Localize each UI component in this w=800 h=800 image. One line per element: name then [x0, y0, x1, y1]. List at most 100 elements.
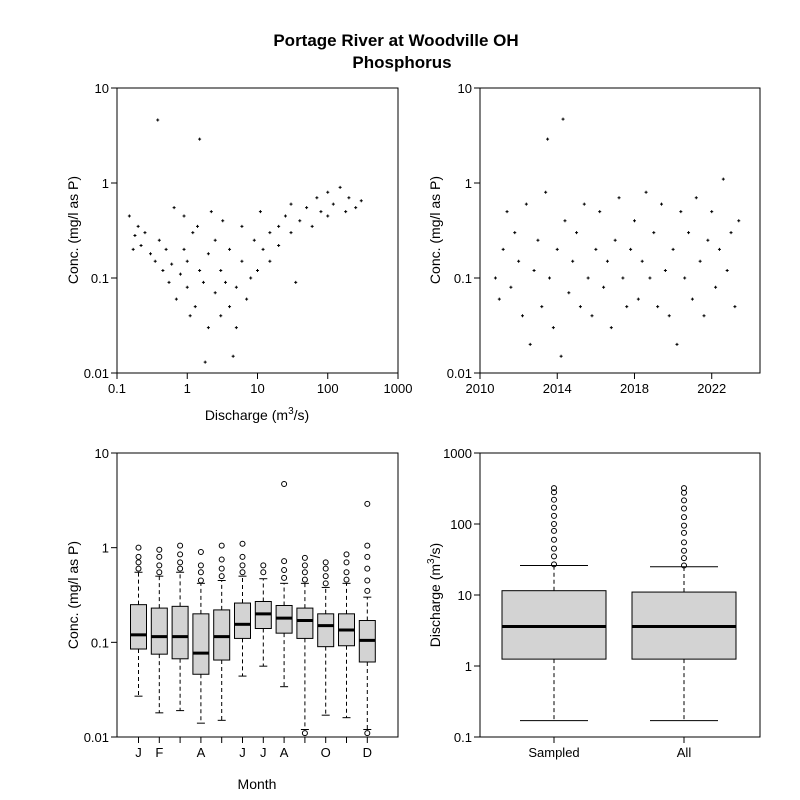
outlier — [301, 576, 308, 583]
y-axis-label: Conc. (mg/l as P) — [65, 176, 81, 284]
y-tick-label: 0.01 — [84, 366, 109, 381]
data-point — [354, 206, 358, 210]
y-tick-label: 0.1 — [91, 635, 109, 650]
outlier — [681, 522, 687, 529]
outlier — [156, 553, 163, 560]
x-tick-label: 2022 — [697, 381, 726, 396]
outlier — [177, 542, 184, 549]
y-axis-label: Conc. (mg/l as P) — [65, 541, 81, 649]
data-point — [228, 305, 232, 309]
outlier — [681, 547, 687, 554]
outlier — [681, 505, 687, 512]
outlier — [551, 512, 557, 519]
y-tick-label: 0.1 — [454, 730, 472, 745]
outlier — [301, 569, 308, 576]
month-tick-label: O — [321, 745, 331, 760]
data-point — [289, 231, 293, 235]
outlier — [551, 504, 557, 511]
data-point — [359, 199, 363, 203]
data-point — [193, 305, 197, 309]
data-point — [245, 297, 249, 301]
plot-frame — [479, 87, 761, 374]
outlier — [364, 553, 371, 560]
x-tick-label: 2018 — [620, 381, 649, 396]
outlier — [218, 573, 225, 580]
data-point — [153, 259, 157, 263]
outlier — [322, 565, 329, 572]
x-axis-label: Discharge (m3/s) — [205, 406, 309, 423]
y-tick-label: 1 — [102, 541, 109, 556]
data-point — [331, 202, 335, 206]
month-tick-label: A — [280, 745, 289, 760]
outlier — [322, 573, 329, 580]
data-point — [231, 354, 235, 358]
data-point — [277, 224, 281, 228]
box — [501, 590, 607, 660]
data-point — [660, 202, 664, 206]
data-point — [283, 214, 287, 218]
outlier — [156, 569, 163, 576]
data-point — [598, 210, 602, 214]
outlier — [177, 565, 184, 572]
data-point — [524, 202, 528, 206]
data-point — [156, 118, 160, 122]
panel-conc-vs-time: 0.01 0.1 1 10 2010 2014 2018 2022 Conc. (mg/l as… — [427, 81, 761, 396]
outlier — [551, 527, 557, 534]
data-point — [540, 305, 544, 309]
month-tick-label: J — [260, 745, 267, 760]
data-point — [586, 276, 590, 280]
data-point — [268, 231, 272, 235]
data-point — [632, 219, 636, 223]
data-point — [629, 247, 633, 251]
data-point — [277, 243, 281, 247]
data-point — [679, 210, 683, 214]
data-point — [185, 285, 189, 289]
data-point — [621, 276, 625, 280]
data-point — [694, 196, 698, 200]
data-point — [509, 285, 513, 289]
data-point — [268, 259, 272, 263]
data-point — [201, 280, 205, 284]
data-point — [575, 231, 579, 235]
data-point — [532, 268, 536, 272]
data-point — [344, 210, 348, 214]
outlier — [551, 485, 557, 492]
y-tick-label: 0.01 — [84, 730, 109, 745]
y-tick-label: 10 — [458, 81, 472, 96]
data-point — [170, 262, 174, 266]
data-point — [164, 247, 168, 251]
data-point — [536, 238, 540, 242]
month-tick-label: J — [135, 745, 142, 760]
data-point — [261, 247, 265, 251]
data-point — [178, 272, 182, 276]
box — [213, 609, 231, 661]
outlier — [281, 567, 288, 574]
outlier — [218, 565, 225, 572]
outlier — [364, 577, 371, 584]
outlier — [135, 553, 142, 560]
data-point — [289, 202, 293, 206]
data-point — [517, 259, 521, 263]
data-point — [725, 268, 729, 272]
data-point — [613, 238, 617, 242]
data-point — [133, 234, 137, 238]
data-point — [617, 196, 621, 200]
outlier — [364, 587, 371, 594]
data-point — [513, 231, 517, 235]
y-tick-label: 1 — [102, 176, 109, 191]
data-point — [582, 202, 586, 206]
data-point — [228, 247, 232, 251]
data-point — [203, 360, 207, 364]
outlier — [681, 497, 687, 504]
data-point — [663, 268, 667, 272]
data-point — [714, 285, 718, 289]
x-tick-label: 1000 — [384, 381, 413, 396]
month-tick-label: J — [239, 745, 246, 760]
y-tick-label: 0.01 — [447, 366, 472, 381]
data-point — [338, 185, 342, 189]
data-point — [172, 206, 176, 210]
data-point — [198, 137, 202, 141]
